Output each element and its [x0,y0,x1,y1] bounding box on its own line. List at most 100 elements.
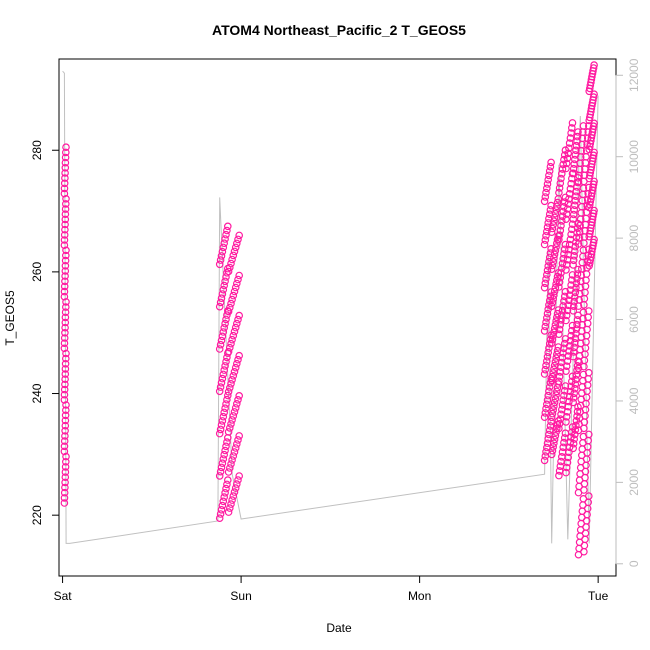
data-point [61,478,69,487]
data-point [229,251,238,260]
data-point [61,463,70,471]
data-point [568,119,577,127]
data-point [584,492,593,500]
data-point [60,241,69,250]
data-point [569,210,578,219]
data-point [62,406,70,415]
data-point [230,408,239,416]
data-point [218,290,227,298]
data-point [552,391,560,399]
data-point [234,355,242,364]
data-point [230,367,239,376]
data-point [547,201,555,210]
data-point [572,283,580,292]
data-point [219,412,228,421]
data-point [562,367,570,376]
data-point [62,148,70,157]
data-point [584,368,593,377]
data-point [550,402,558,411]
data-point [61,365,70,373]
data-point [564,352,573,360]
data-point [219,243,228,252]
data-point [231,444,240,452]
data-point [555,278,564,287]
data-point [565,190,574,198]
data-point [543,352,552,361]
data-point [545,167,554,175]
data-point [555,471,563,480]
data-point [220,408,229,417]
data-point [563,306,572,315]
data-point [235,472,244,480]
data-point [572,146,580,155]
point-cluster [547,195,563,459]
data-point [229,412,238,420]
data-point [546,162,555,171]
data-point [61,174,69,182]
data-point [222,357,230,366]
data-point [230,448,239,456]
data-point [558,306,567,315]
data-point [540,327,549,335]
data-point [62,349,70,358]
data-point [220,493,229,501]
y-axis-label: T_GEOS5 [3,290,17,346]
data-point [224,387,233,396]
y-axis: 220 240 260 280 [30,140,60,525]
data-point [60,292,69,301]
data-point [550,435,559,444]
data-point [542,227,551,236]
data-point [557,311,566,320]
right-tick-label: 4000 [627,387,641,414]
data-point [222,230,230,239]
data-point [542,184,551,193]
data-point [217,336,226,345]
plot-frame [58,58,617,577]
data-point [550,217,558,225]
data-point [560,386,569,395]
data-point [571,426,580,434]
data-point [541,193,550,201]
data-point [61,205,70,213]
data-point [557,174,565,183]
data-point [61,473,70,482]
data-point [233,279,241,288]
data-point [227,379,235,388]
data-point [224,222,232,231]
data-point [227,420,235,428]
data-point [61,483,69,492]
data-point [562,468,570,477]
data-point [216,298,225,307]
data-point [226,424,234,432]
data-point [224,508,233,516]
data-point [61,220,69,229]
data-point [235,271,244,280]
data-point [218,374,227,383]
data-point [221,362,229,370]
data-point [568,220,577,229]
data-point [215,387,224,396]
data-point [542,404,550,413]
data-point [61,416,70,425]
data-point [218,247,227,256]
data-point [221,235,229,243]
data-point [557,217,566,225]
data-point [548,335,557,344]
data-point [549,257,558,266]
data-point [61,272,69,280]
data-point [566,134,575,142]
data-point [579,246,588,255]
data-point [228,416,236,424]
data-point [572,141,581,150]
data-point [557,316,565,324]
data-point [569,215,578,223]
data-point [218,332,227,341]
data-point [574,265,582,274]
data-point [61,158,70,167]
data-point [540,456,549,465]
data-point [562,215,570,224]
data-point [573,316,582,324]
data-point [547,413,556,422]
data-point [60,442,69,451]
data-point [223,480,231,489]
